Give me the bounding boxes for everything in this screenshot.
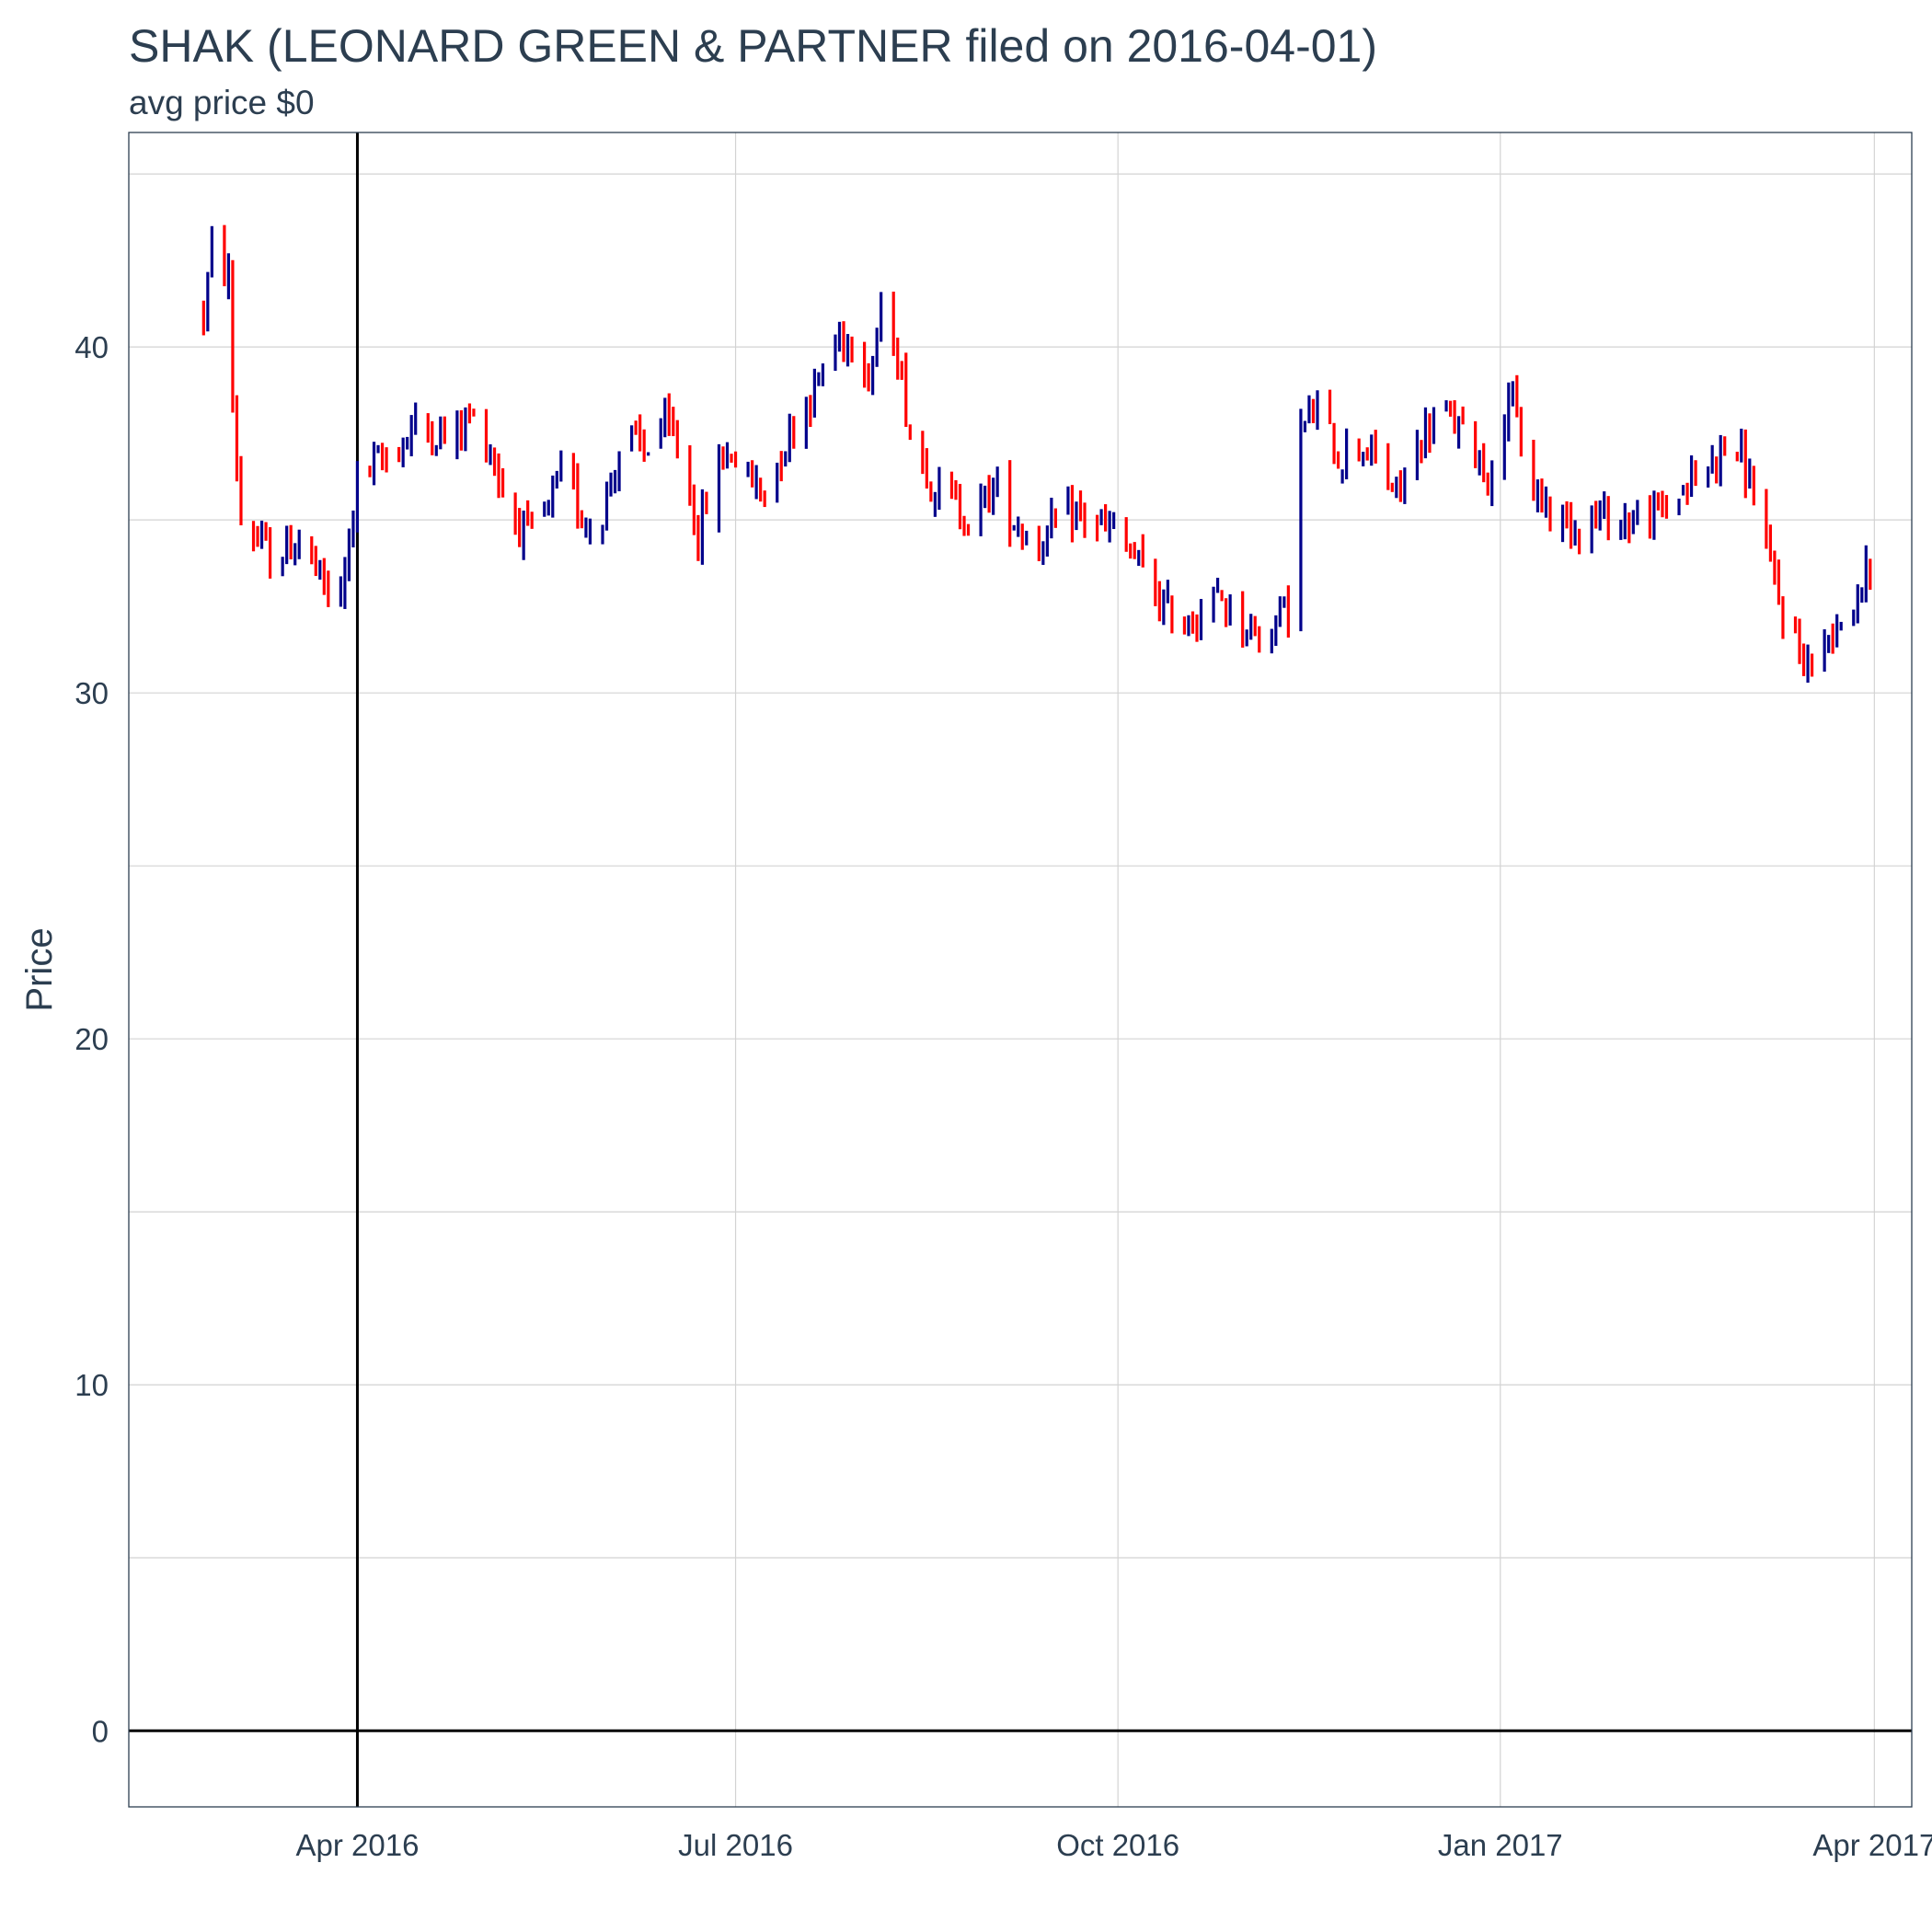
y-axis-label: Price — [19, 927, 60, 1011]
y-tick-label: 20 — [75, 1022, 109, 1056]
panel-border — [128, 132, 1913, 1808]
y-tick-label: 30 — [75, 676, 109, 710]
chart-title: SHAK (LEONARD GREEN & PARTNER filed on 2… — [129, 20, 1377, 72]
x-tick-label: Apr 2017 — [1812, 1828, 1932, 1862]
x-tick-label: Jul 2016 — [678, 1828, 793, 1862]
price-bars — [201, 224, 1872, 684]
x-tick-label: Apr 2016 — [295, 1828, 419, 1862]
reference-lines — [129, 132, 1912, 1807]
grid-layer — [129, 132, 1912, 1807]
y-tick-label: 40 — [75, 330, 109, 364]
x-tick-label: Oct 2016 — [1056, 1828, 1179, 1862]
y-tick-label: 0 — [92, 1714, 109, 1748]
chart-subtitle: avg price $0 — [129, 84, 315, 121]
axis-tick-labels: 0 10 20 30 40 Apr 2016 Jul 2016 Oct 2016 Jan 201… — [75, 330, 1932, 1862]
y-tick-label: 10 — [75, 1368, 109, 1402]
x-tick-label: Jan 2017 — [1438, 1828, 1563, 1862]
